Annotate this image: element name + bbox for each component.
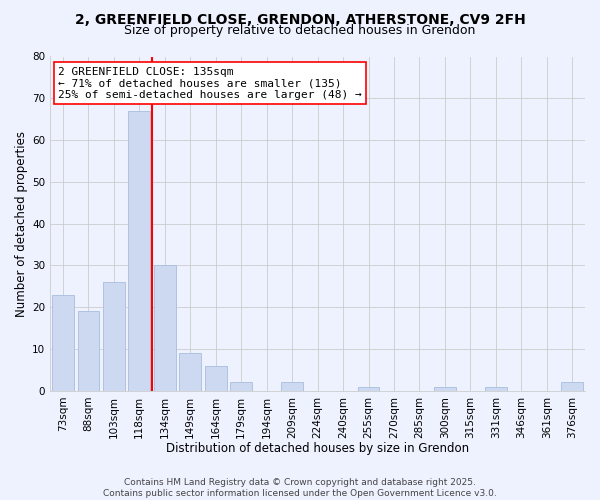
Bar [205,366,227,391]
Bar [281,382,303,391]
Bar [77,312,99,391]
Bar [154,266,176,391]
Y-axis label: Number of detached properties: Number of detached properties [15,130,28,316]
X-axis label: Distribution of detached houses by size in Grendon: Distribution of detached houses by size … [166,442,469,455]
Bar [358,386,379,391]
Bar [230,382,252,391]
Text: 2 GREENFIELD CLOSE: 135sqm
← 71% of detached houses are smaller (135)
25% of sem: 2 GREENFIELD CLOSE: 135sqm ← 71% of deta… [58,66,362,100]
Bar [562,382,583,391]
Bar [485,386,506,391]
Bar [434,386,456,391]
Bar [179,353,201,391]
Bar [52,294,74,391]
Bar [103,282,125,391]
Text: 2, GREENFIELD CLOSE, GRENDON, ATHERSTONE, CV9 2FH: 2, GREENFIELD CLOSE, GRENDON, ATHERSTONE… [74,12,526,26]
Bar [128,111,150,391]
Text: Size of property relative to detached houses in Grendon: Size of property relative to detached ho… [124,24,476,37]
Text: Contains HM Land Registry data © Crown copyright and database right 2025.
Contai: Contains HM Land Registry data © Crown c… [103,478,497,498]
